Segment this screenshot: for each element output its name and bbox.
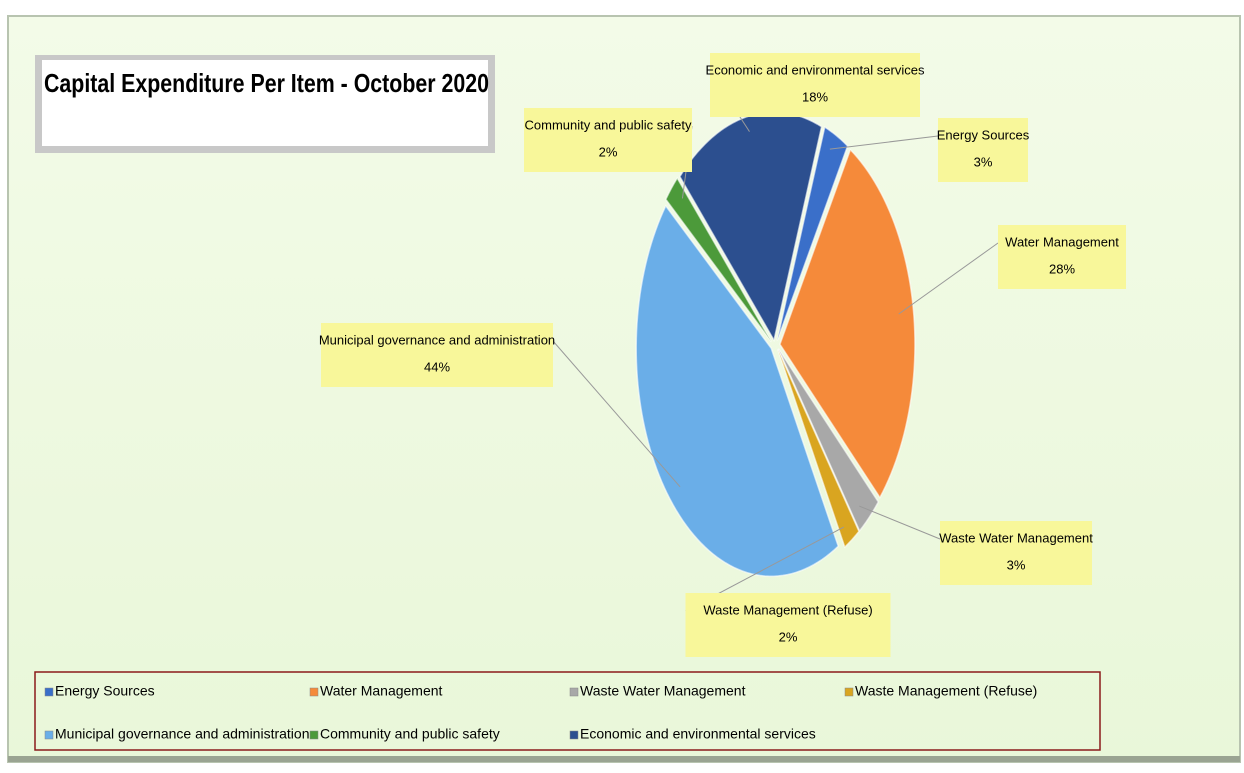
leader-line: [898, 242, 999, 315]
pie: [635, 111, 916, 577]
legend-label: Energy Sources: [55, 683, 155, 699]
label-box: [998, 225, 1126, 289]
legend-marker: [309, 730, 319, 740]
label-box: [940, 521, 1092, 585]
legend-label: Waste Water Management: [580, 683, 746, 699]
legend-marker: [44, 687, 54, 697]
legend-marker: [44, 730, 54, 740]
label-box: [710, 53, 920, 117]
legend-label: Water Management: [320, 683, 443, 699]
pie-slice: [635, 204, 840, 577]
legend-marker: [569, 730, 579, 740]
leader-line: [859, 505, 941, 540]
shadow: [8, 756, 1240, 762]
legend-marker: [309, 687, 319, 697]
legend-marker: [844, 687, 854, 697]
data-label-name: Community and public safety: [525, 117, 692, 132]
data-label-name: Municipal governance and administration: [319, 332, 555, 347]
chart-title: Capital Expenditure Per Item - October 2…: [44, 68, 489, 98]
legend-box: [34, 671, 1101, 751]
leader-line: [552, 340, 681, 488]
data-label: 18%: [802, 89, 828, 104]
data-label: 3%: [1007, 557, 1026, 572]
legend-label: Community and public safety: [320, 726, 500, 742]
legend-marker: [569, 687, 579, 697]
leader-line: [829, 135, 939, 150]
pie-slice: [777, 348, 880, 533]
data-label: 3%: [974, 154, 993, 169]
pie-slice: [664, 176, 772, 343]
pie-slice: [779, 148, 916, 500]
data-label: 2%: [779, 629, 798, 644]
data-label-name: Waste Water Management: [939, 530, 1093, 545]
label-box: [685, 593, 891, 657]
title-box: [42, 60, 488, 146]
pie-slice: [777, 348, 860, 549]
label-box: [321, 323, 553, 387]
data-label: 2%: [599, 144, 618, 159]
legend-label: Municipal governance and administration: [55, 726, 309, 742]
pie-slice: [776, 125, 849, 341]
data-label-name: Waste Management (Refuse): [703, 602, 872, 617]
data-label-name: Energy Sources: [937, 127, 1030, 142]
data-label-name: Water Management: [1005, 234, 1119, 249]
data-label: 28%: [1049, 261, 1075, 276]
legend-label: Economic and environmental services: [580, 726, 816, 742]
label-box: [524, 108, 692, 172]
legend-label: Waste Management (Refuse): [855, 683, 1037, 699]
data-label: 44%: [424, 359, 450, 374]
data-label-name: Economic and environmental services: [706, 62, 925, 77]
label-box: [938, 118, 1028, 182]
